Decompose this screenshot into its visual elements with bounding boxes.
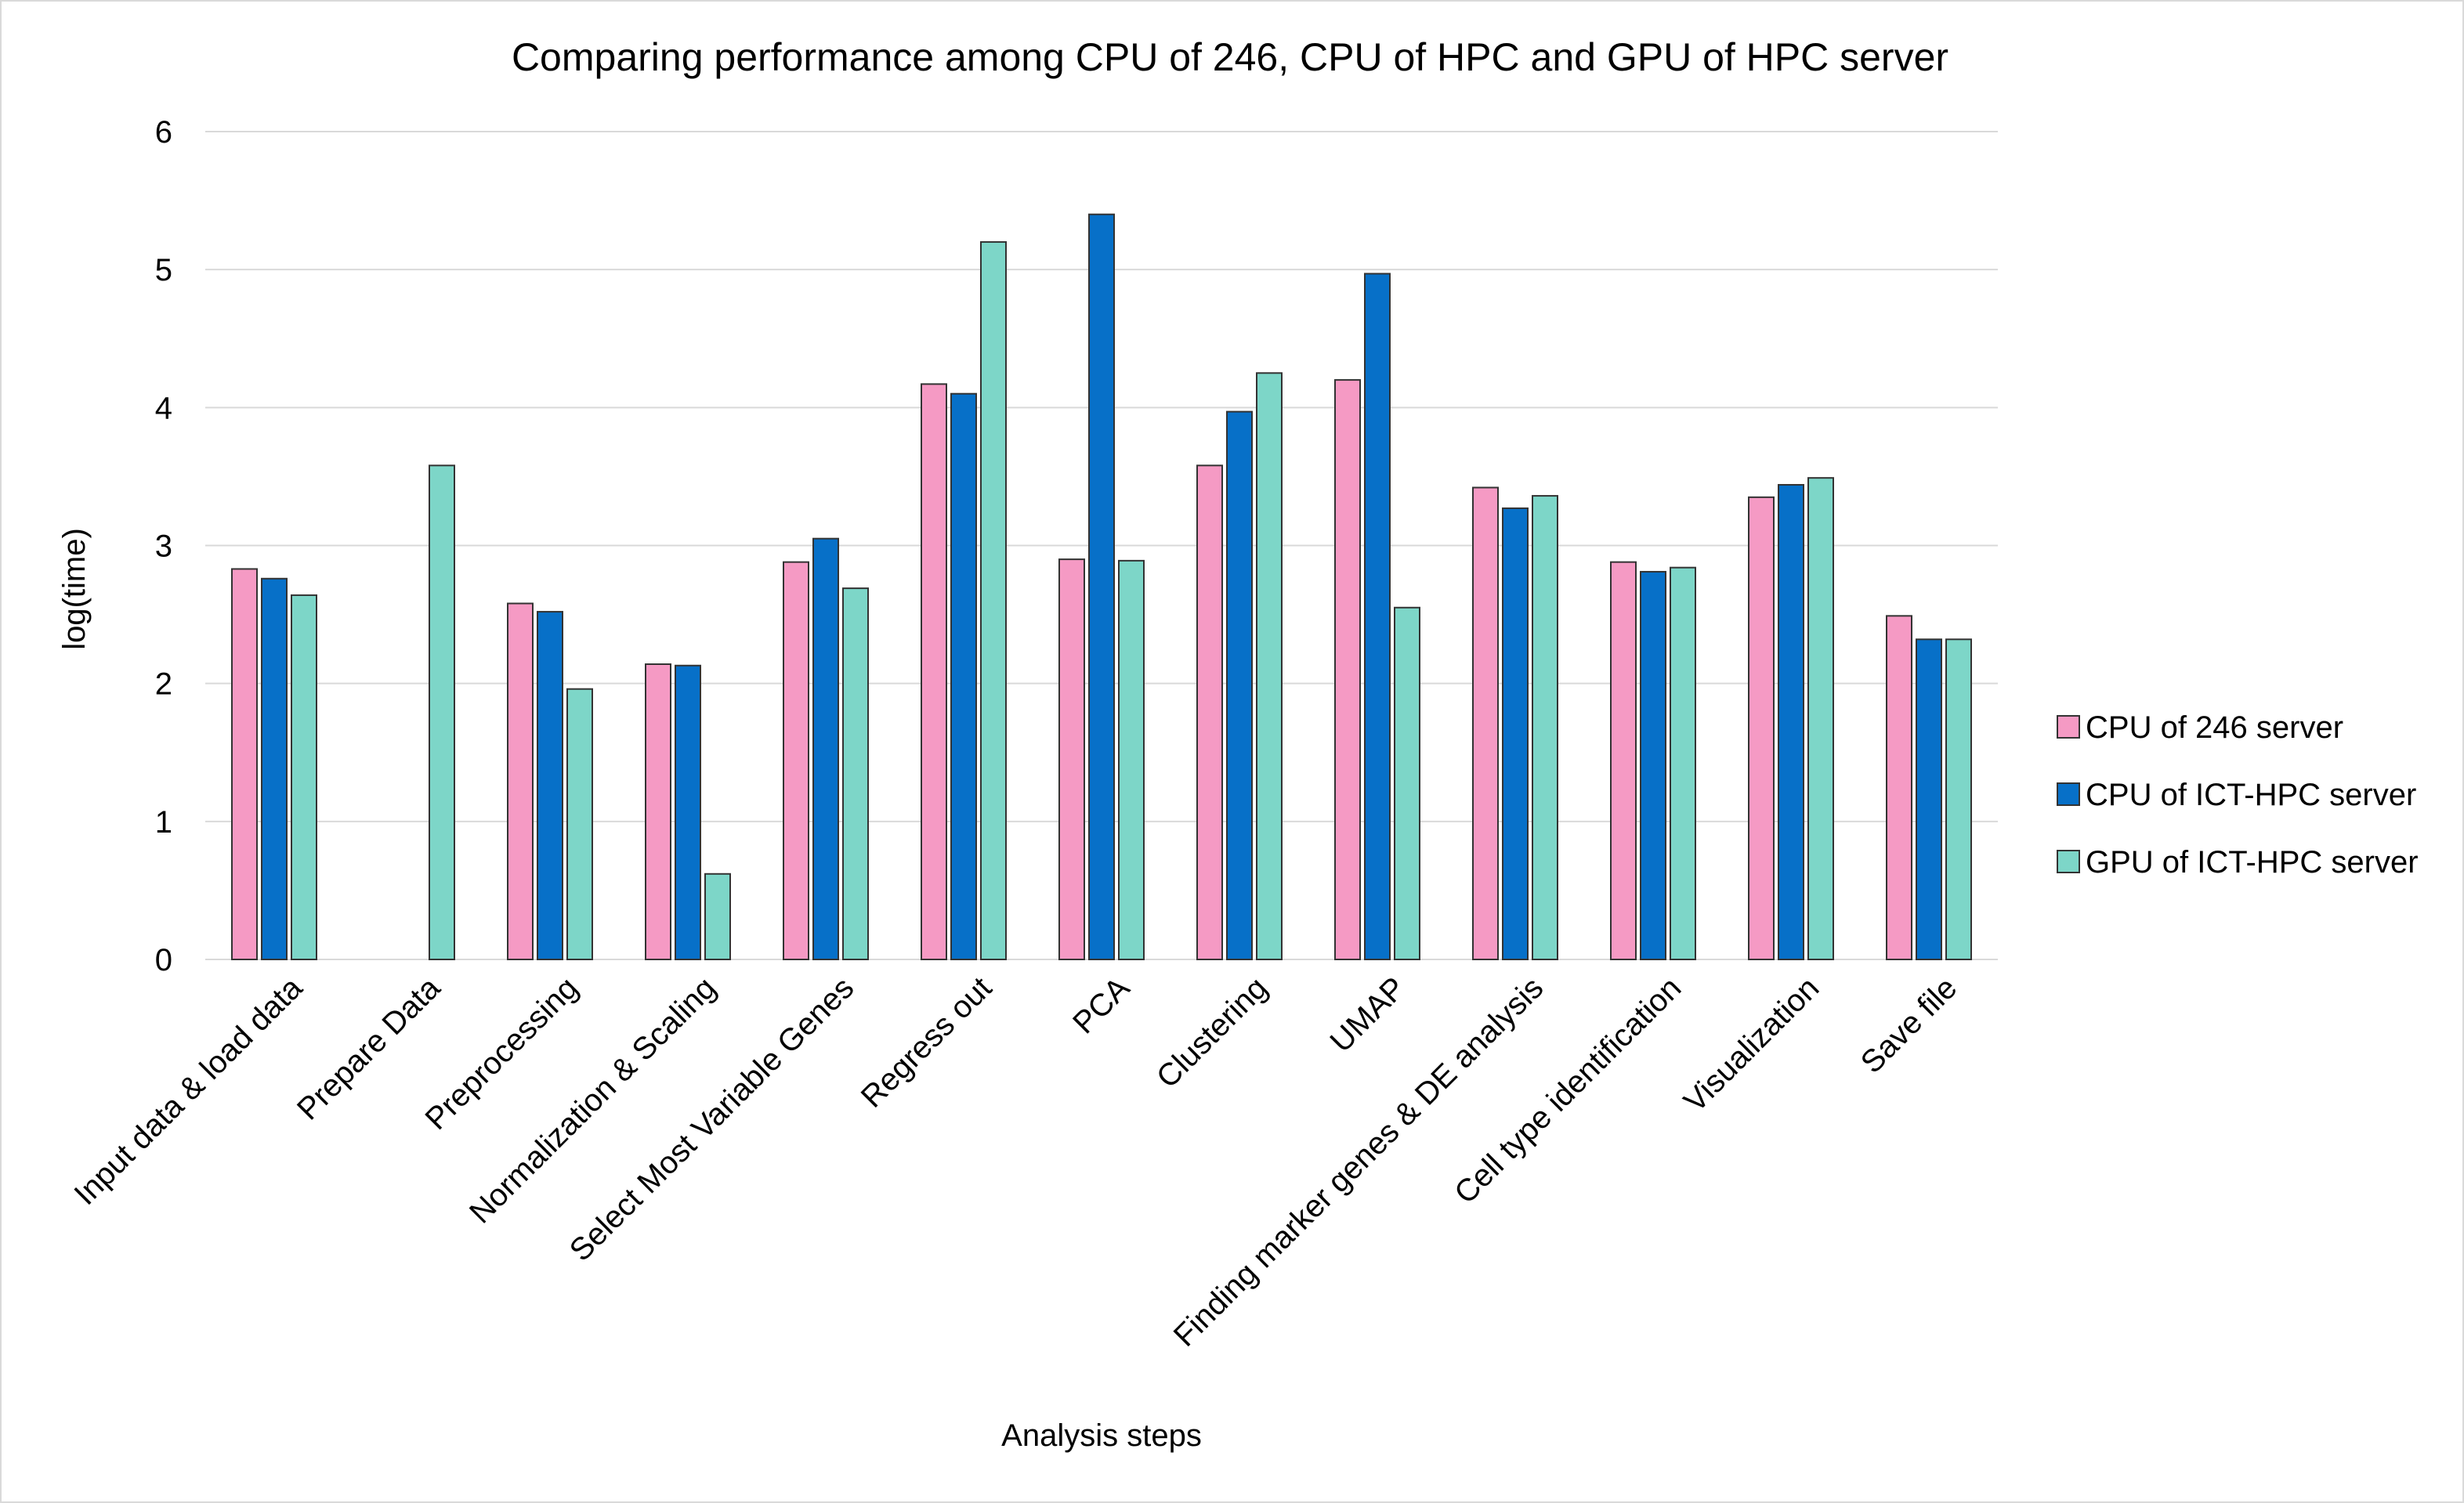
y-tick-label: 3 [155, 529, 172, 564]
bar-3-3 [566, 688, 593, 960]
x-tick-label: Visualization [1677, 970, 1825, 1118]
x-tick-label: Prepare Data [291, 970, 447, 1127]
bar-3-11 [1670, 566, 1696, 960]
bar-3-7 [1118, 559, 1145, 961]
y-tick-label: 1 [155, 805, 172, 840]
bar-1-12 [1748, 496, 1775, 960]
legend-label: GPU of ICT-HPC server [2086, 845, 2419, 880]
x-tick-label: Input data & load data [67, 970, 309, 1212]
bar-1-9 [1334, 379, 1361, 961]
bar-1-5 [783, 561, 809, 960]
bar-3-4 [704, 873, 731, 960]
bar-3-1 [291, 594, 317, 960]
bar-3-12 [1807, 477, 1834, 960]
bar-1-10 [1472, 486, 1499, 960]
x-axis-title: Analysis steps [1001, 1418, 1202, 1453]
bar-2-5 [812, 537, 839, 960]
bar-2-7 [1088, 213, 1115, 960]
x-tick-label: UMAP [1324, 970, 1413, 1059]
bar-1-11 [1610, 561, 1637, 960]
bar-1-4 [645, 663, 671, 961]
bar-3-10 [1532, 495, 1558, 960]
bar-1-8 [1196, 464, 1223, 960]
bar-1-3 [507, 602, 534, 960]
y-tick-label: 6 [155, 115, 172, 150]
bar-2-9 [1364, 273, 1391, 960]
y-tick-label: 4 [155, 391, 172, 425]
legend-swatch [2057, 782, 2080, 806]
y-tick-labels: 0 1 2 3 4 5 6 [155, 115, 172, 977]
legend-swatch [2057, 850, 2080, 873]
x-tick-label: Clustering [1150, 970, 1274, 1094]
bar-2-13 [1916, 638, 1942, 960]
x-tick-label: PCA [1066, 970, 1136, 1040]
bar-2-12 [1778, 483, 1804, 960]
bar-1-7 [1058, 558, 1085, 960]
x-tick-label: Regress out [855, 970, 999, 1115]
x-tick-label: Select Most Variable Genes [563, 970, 861, 1268]
chart-title: Comparing performance among CPU of 246, … [512, 35, 1948, 79]
x-tick-label: Normalization & Scaling [463, 970, 722, 1230]
bar-1-6 [921, 383, 947, 960]
y-axis-title: log(time) [57, 528, 92, 650]
bar-1-1 [231, 568, 258, 960]
legend-label: CPU of 246 server [2086, 710, 2343, 745]
y-tick-label: 0 [155, 943, 172, 977]
bar-2-4 [675, 664, 701, 960]
y-tick-label: 2 [155, 667, 172, 702]
bar-2-11 [1640, 570, 1666, 960]
bar-3-6 [980, 240, 1007, 960]
bar-3-5 [842, 587, 869, 961]
x-tick-label: Save file [1854, 970, 1964, 1080]
bar-2-3 [537, 611, 563, 960]
bar-3-9 [1394, 606, 1420, 961]
legend-swatch [2057, 715, 2080, 739]
legend-label: CPU of ICT-HPC server [2086, 778, 2416, 812]
bar-2-10 [1502, 507, 1529, 960]
x-tick-label: Cell type identification [1448, 970, 1688, 1210]
bars [231, 213, 1972, 961]
bar-3-8 [1256, 372, 1283, 960]
bar-3-13 [1945, 638, 1972, 960]
bar-2-1 [261, 577, 288, 961]
bar-3-2 [429, 464, 455, 960]
legend: CPU of 246 server CPU of ICT-HPC server GP… [2057, 710, 2419, 880]
bar-2-8 [1226, 410, 1253, 960]
bar-2-6 [950, 392, 977, 960]
y-tick-label: 5 [155, 253, 172, 287]
bar-1-13 [1886, 615, 1912, 960]
